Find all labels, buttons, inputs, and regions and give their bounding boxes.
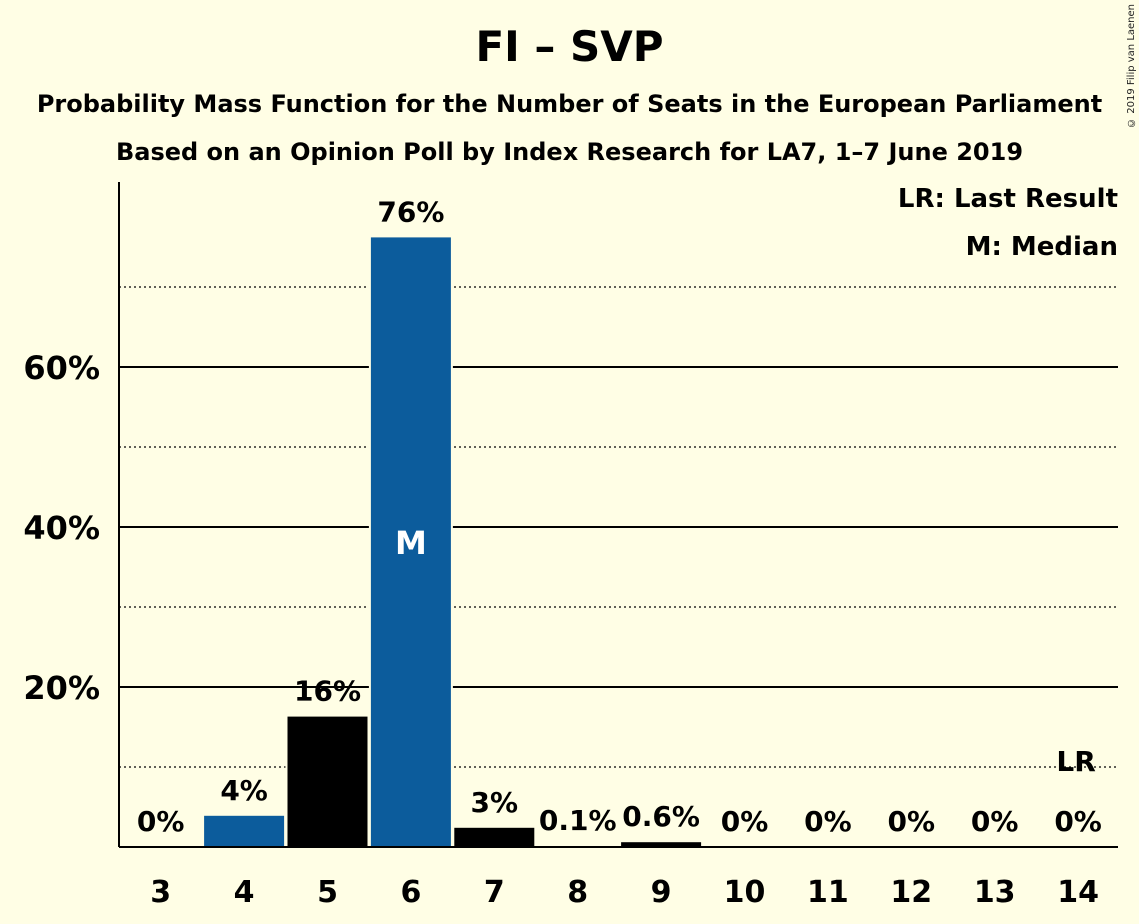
bar-4: [204, 815, 285, 847]
value-label-3: 0%: [137, 805, 185, 838]
bar-5: [287, 716, 368, 847]
value-label-9: 0.6%: [622, 800, 700, 833]
chart-title: FI – SVP: [475, 22, 664, 71]
xtick-label-14: 14: [1057, 875, 1099, 910]
xtick-label-12: 12: [890, 875, 932, 910]
value-label-14: 0%: [1054, 805, 1102, 838]
xtick-label-9: 9: [651, 875, 672, 910]
value-label-12: 0%: [888, 805, 936, 838]
labels: 20% 40% 60% 0% 3 4% 4 16% 5 76% 6 M 3% 7 0.1% 8 0.6% 9 0% 1…: [23, 195, 1101, 910]
xtick-label-8: 8: [567, 875, 588, 910]
bar-7: [454, 827, 535, 847]
value-label-7: 3%: [471, 786, 519, 819]
bar-9: [621, 842, 702, 847]
xtick-label-3: 3: [150, 875, 171, 910]
gridlines: [119, 286, 1118, 768]
xtick-label-11: 11: [807, 875, 849, 910]
axes: [118, 182, 1118, 848]
median-marker: M: [395, 524, 427, 562]
last-result-marker: LR: [1056, 745, 1095, 778]
chart-subtitle-2: Based on an Opinion Poll by Index Resear…: [115, 138, 1024, 166]
bars: [202, 235, 704, 847]
value-label-5: 16%: [294, 675, 361, 708]
ytick-label-60: 60%: [23, 349, 100, 387]
value-label-10: 0%: [721, 805, 769, 838]
legend-median: M: Median: [965, 232, 1118, 262]
chart-subtitle-1: Probability Mass Function for the Number…: [36, 90, 1103, 118]
value-label-6: 76%: [377, 195, 444, 228]
value-label-11: 0%: [804, 805, 852, 838]
value-label-8: 0.1%: [539, 804, 617, 837]
ytick-label-40: 40%: [23, 509, 100, 547]
xtick-label-6: 6: [400, 875, 421, 910]
bar-gap-8: [535, 844, 620, 847]
value-label-4: 4%: [220, 774, 268, 807]
value-label-13: 0%: [971, 805, 1019, 838]
xtick-label-10: 10: [724, 875, 766, 910]
xtick-label-4: 4: [234, 875, 255, 910]
ytick-label-20: 20%: [23, 669, 100, 707]
xtick-label-7: 7: [484, 875, 505, 910]
xtick-label-5: 5: [317, 875, 338, 910]
legend-last-result: LR: Last Result: [897, 184, 1118, 214]
xtick-label-13: 13: [974, 875, 1016, 910]
bar-6: [370, 237, 451, 847]
